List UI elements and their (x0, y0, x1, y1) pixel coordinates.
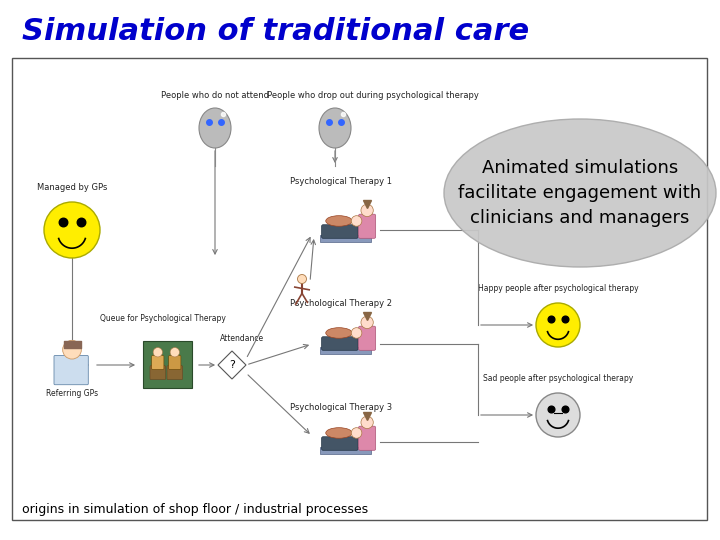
Circle shape (351, 328, 362, 338)
Ellipse shape (325, 215, 352, 226)
FancyBboxPatch shape (322, 225, 358, 238)
Text: People who do not attend: People who do not attend (161, 91, 269, 100)
FancyBboxPatch shape (320, 235, 371, 242)
FancyBboxPatch shape (143, 341, 192, 388)
Text: Psychological Therapy 3: Psychological Therapy 3 (290, 403, 392, 412)
Circle shape (170, 348, 179, 357)
Text: Sad people after psychological therapy: Sad people after psychological therapy (483, 374, 633, 383)
Text: Psychological Therapy 1: Psychological Therapy 1 (290, 177, 392, 186)
Circle shape (351, 215, 362, 226)
FancyBboxPatch shape (168, 355, 181, 369)
Circle shape (44, 202, 100, 258)
Circle shape (297, 274, 307, 284)
Circle shape (361, 316, 373, 328)
Text: Referring GPs: Referring GPs (46, 389, 98, 398)
Circle shape (361, 416, 373, 429)
FancyBboxPatch shape (54, 355, 89, 384)
FancyBboxPatch shape (150, 366, 166, 380)
Ellipse shape (444, 119, 716, 267)
Text: People who drop out during psychological therapy: People who drop out during psychological… (267, 91, 479, 100)
FancyBboxPatch shape (359, 326, 376, 350)
FancyBboxPatch shape (322, 337, 358, 350)
FancyBboxPatch shape (359, 214, 376, 238)
Circle shape (536, 303, 580, 347)
Polygon shape (218, 351, 246, 379)
Text: Simulation of traditional care: Simulation of traditional care (22, 17, 529, 46)
FancyBboxPatch shape (320, 347, 371, 354)
Circle shape (63, 340, 81, 359)
Bar (12, 58, 707, 520)
FancyBboxPatch shape (322, 437, 358, 450)
Circle shape (153, 348, 163, 357)
Text: Animated simulations
facilitate engagement with
clinicians and managers: Animated simulations facilitate engageme… (459, 159, 701, 227)
Text: ?: ? (229, 360, 235, 370)
Circle shape (536, 393, 580, 437)
FancyBboxPatch shape (152, 355, 164, 369)
FancyBboxPatch shape (320, 447, 371, 454)
Text: origins in simulation of shop floor / industrial processes: origins in simulation of shop floor / in… (22, 503, 368, 516)
Ellipse shape (325, 328, 352, 338)
Circle shape (351, 428, 362, 438)
FancyBboxPatch shape (167, 366, 183, 380)
Text: Happy people after psychological therapy: Happy people after psychological therapy (477, 284, 639, 293)
Circle shape (361, 204, 373, 217)
Ellipse shape (325, 428, 352, 438)
Text: Psychological Therapy 2: Psychological Therapy 2 (290, 299, 392, 308)
Text: Attendance: Attendance (220, 334, 264, 343)
FancyBboxPatch shape (359, 426, 376, 450)
Ellipse shape (199, 108, 231, 148)
Ellipse shape (319, 108, 351, 148)
Text: Queue for Psychological Therapy: Queue for Psychological Therapy (100, 314, 226, 323)
Text: Managed by GPs: Managed by GPs (37, 183, 107, 192)
